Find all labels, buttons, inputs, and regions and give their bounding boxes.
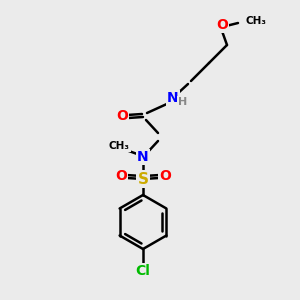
Text: Cl: Cl [136, 264, 150, 278]
Text: CH₃: CH₃ [245, 16, 266, 26]
Text: CH₃: CH₃ [109, 141, 130, 151]
Text: O: O [159, 169, 171, 183]
Text: N: N [137, 150, 149, 164]
Text: H: H [178, 97, 188, 107]
Text: N: N [167, 91, 179, 105]
Text: O: O [115, 169, 127, 183]
Text: O: O [216, 18, 228, 32]
Text: O: O [116, 109, 128, 123]
Text: S: S [137, 172, 148, 187]
